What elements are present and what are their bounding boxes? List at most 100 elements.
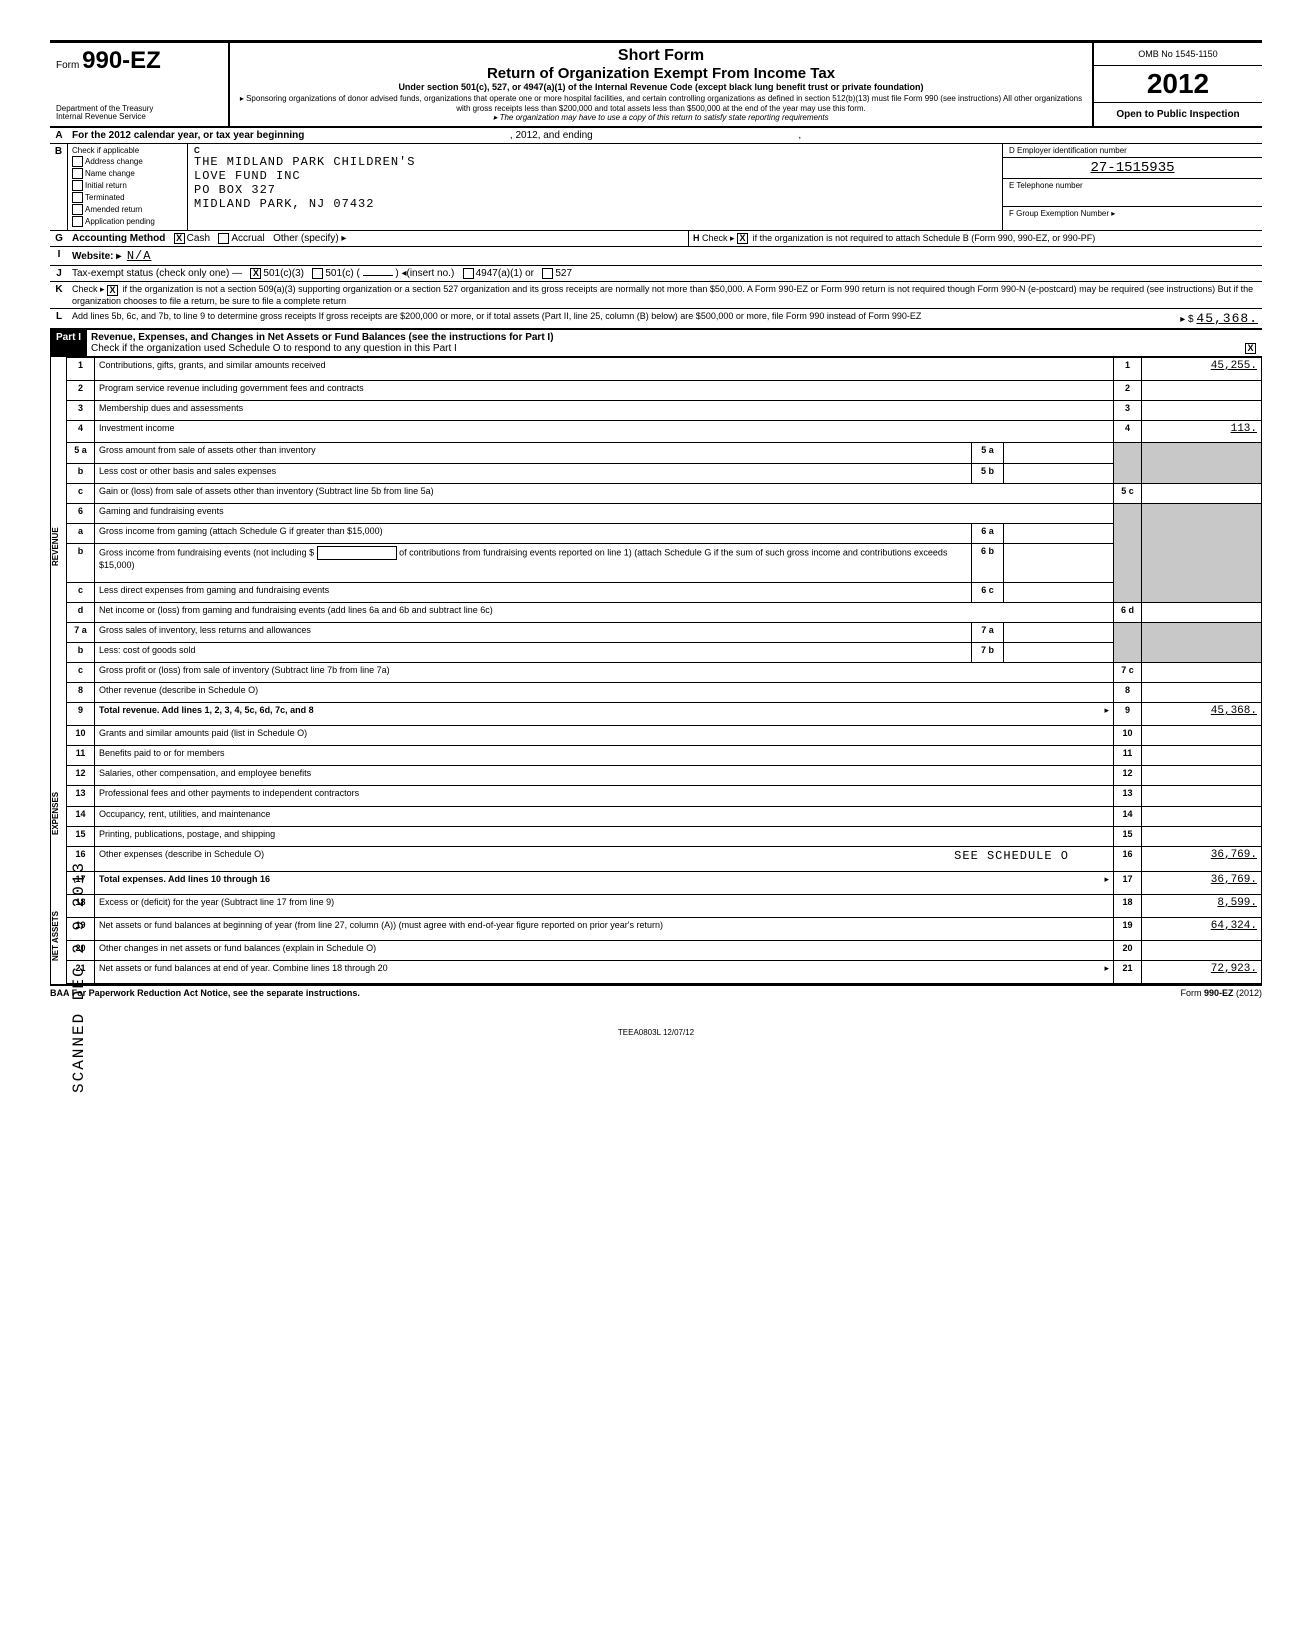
- line-6b-num: b: [67, 543, 95, 582]
- line-15-box: 15: [1114, 826, 1142, 846]
- line-17-text: Total expenses. Add lines 10 through 16: [99, 874, 270, 884]
- omb-number: OMB No 1545-1150: [1094, 43, 1262, 66]
- line-12: 12 Salaries, other compensation, and emp…: [67, 766, 1262, 786]
- part1-header-row: Part I Revenue, Expenses, and Changes in…: [50, 329, 1262, 357]
- part1-grid-wrap: REVENUE EXPENSES NET ASSETS 1 Contributi…: [50, 357, 1262, 984]
- ck-501c3[interactable]: X: [250, 268, 261, 279]
- dept-block: Department of the Treasury Internal Reve…: [56, 105, 222, 123]
- line-2: 2 Program service revenue including gove…: [67, 380, 1262, 400]
- line-9-amt: 45,368.: [1142, 703, 1262, 726]
- line-8-num: 8: [67, 683, 95, 703]
- b-label: Check if applicable: [72, 146, 183, 155]
- line-12-num: 12: [67, 766, 95, 786]
- line-15: 15 Printing, publications, postage, and …: [67, 826, 1262, 846]
- ck-527[interactable]: [542, 268, 553, 279]
- line-a-end: ,: [798, 130, 801, 141]
- ck-terminated-label: Terminated: [85, 193, 125, 202]
- ck-address-change[interactable]: Address change: [72, 156, 183, 167]
- ck-application-pending[interactable]: Application pending: [72, 216, 183, 227]
- g-accrual: Accrual: [231, 233, 264, 244]
- ck-h[interactable]: X: [737, 233, 748, 244]
- line-6b-sub: 6 b: [972, 543, 1004, 582]
- h-rest: if the organization is not required to a…: [753, 233, 1096, 243]
- line-3-num: 3: [67, 400, 95, 420]
- line-6d-text: Net income or (loss) from gaming and fun…: [95, 602, 1114, 622]
- h-content: H Check ▸ X if the organization is not r…: [688, 231, 1262, 246]
- ck-4947[interactable]: [463, 268, 474, 279]
- side-revenue: REVENUE: [50, 357, 66, 737]
- line-7c-num: c: [67, 663, 95, 683]
- line-6a-subamt: [1004, 523, 1114, 543]
- line-1-box: 1: [1114, 357, 1142, 380]
- g-content: Accounting Method XCash Accrual Other (s…: [68, 231, 688, 246]
- open-to-public: Open to Public Inspection: [1094, 103, 1262, 126]
- letter-g: G: [50, 231, 68, 246]
- f-arrow: ▸: [1111, 209, 1115, 218]
- org-name-l1: THE MIDLAND PARK CHILDREN'S: [194, 155, 996, 169]
- line-6b-blank[interactable]: [317, 546, 397, 560]
- row-l: L Add lines 5b, 6c, and 7b, to line 9 to…: [50, 309, 1262, 329]
- line-5-grayamt: [1142, 443, 1262, 483]
- letter-a: A: [50, 128, 68, 143]
- ck-accrual[interactable]: [218, 233, 229, 244]
- ck-cash[interactable]: X: [174, 233, 185, 244]
- line-7b-num: b: [67, 643, 95, 663]
- line-11-num: 11: [67, 746, 95, 766]
- ck-name-change[interactable]: Name change: [72, 168, 183, 179]
- j-4947: 4947(a)(1) or: [476, 268, 534, 279]
- line-20-box: 20: [1114, 940, 1142, 960]
- line-7-grayamt: [1142, 623, 1262, 663]
- line-21-arrow: ▸: [1104, 963, 1109, 974]
- line-11-box: 11: [1114, 746, 1142, 766]
- row-g-h: G Accounting Method XCash Accrual Other …: [50, 231, 1262, 247]
- ck-part1-schedO[interactable]: X: [1245, 343, 1256, 354]
- line-21-amt: 72,923.: [1142, 960, 1262, 983]
- line-8-text: Other revenue (describe in Schedule O): [95, 683, 1114, 703]
- line-7c-text: Gross profit or (loss) from sale of inve…: [95, 663, 1114, 683]
- line-6a-text: Gross income from gaming (attach Schedul…: [95, 523, 972, 543]
- line-7b: b Less: cost of goods sold 7 b: [67, 643, 1262, 663]
- k-content: Check ▸ X if the organization is not a s…: [68, 282, 1262, 307]
- line-18: 18 Excess or (deficit) for the year (Sub…: [67, 894, 1262, 917]
- line-10-box: 10: [1114, 726, 1142, 746]
- line-15-text: Printing, publications, postage, and shi…: [95, 826, 1114, 846]
- line-17-box: 17: [1114, 872, 1142, 895]
- line-5b-text: Less cost or other basis and sales expen…: [95, 463, 972, 483]
- footer: BAA For Paperwork Reduction Act Notice, …: [50, 984, 1262, 998]
- ck-application-pending-label: Application pending: [85, 217, 155, 226]
- header-note1: ▸ Sponsoring organizations of donor advi…: [238, 94, 1084, 113]
- line-5b-sub: 5 b: [972, 463, 1004, 483]
- line-21-text-cell: Net assets or fund balances at end of ye…: [95, 960, 1114, 983]
- row-j: J Tax-exempt status (check only one) — X…: [50, 266, 1262, 282]
- line-10-num: 10: [67, 726, 95, 746]
- line-6c: c Less direct expenses from gaming and f…: [67, 582, 1262, 602]
- line-6-grayamt: [1142, 503, 1262, 602]
- ck-amended-return-label: Amended return: [85, 205, 142, 214]
- d-label: D Employer identification number: [1003, 144, 1262, 158]
- line-6d: d Net income or (loss) from gaming and f…: [67, 602, 1262, 622]
- line-6a: a Gross income from gaming (attach Sched…: [67, 523, 1262, 543]
- j-label: Tax-exempt status (check only one) —: [72, 268, 242, 279]
- row-i: I Website: ▸ N/A: [50, 247, 1262, 266]
- ck-terminated[interactable]: Terminated: [72, 192, 183, 203]
- form-number: Form 990-EZ: [56, 47, 222, 75]
- f-label: F Group Exemption Number ▸: [1003, 207, 1262, 220]
- g-label: Accounting Method: [72, 233, 165, 244]
- footer-right: Form 990-EZ (2012): [1180, 988, 1262, 998]
- line-2-text: Program service revenue including govern…: [95, 380, 1114, 400]
- header-right: OMB No 1545-1150 2012 Open to Public Ins…: [1092, 43, 1262, 126]
- line-9-box: 9: [1114, 703, 1142, 726]
- ck-k[interactable]: X: [107, 285, 118, 296]
- line-6-graybox: [1114, 503, 1142, 602]
- line-a-text: For the 2012 calendar year, or tax year …: [68, 128, 1262, 143]
- ck-amended-return[interactable]: Amended return: [72, 204, 183, 215]
- org-name-l2: LOVE FUND INC: [194, 169, 996, 183]
- footer-mid: TEEA0803L 12/07/12: [50, 1028, 1262, 1037]
- line-17-text-cell: Total expenses. Add lines 10 through 16 …: [95, 872, 1114, 895]
- block-b: Check if applicable Address change Name …: [68, 144, 188, 230]
- line-1-text: Contributions, gifts, grants, and simila…: [95, 357, 1114, 380]
- ck-initial-return[interactable]: Initial return: [72, 180, 183, 191]
- line-13-amt: [1142, 786, 1262, 806]
- ck-501c[interactable]: [312, 268, 323, 279]
- line-1-num: 1: [67, 357, 95, 380]
